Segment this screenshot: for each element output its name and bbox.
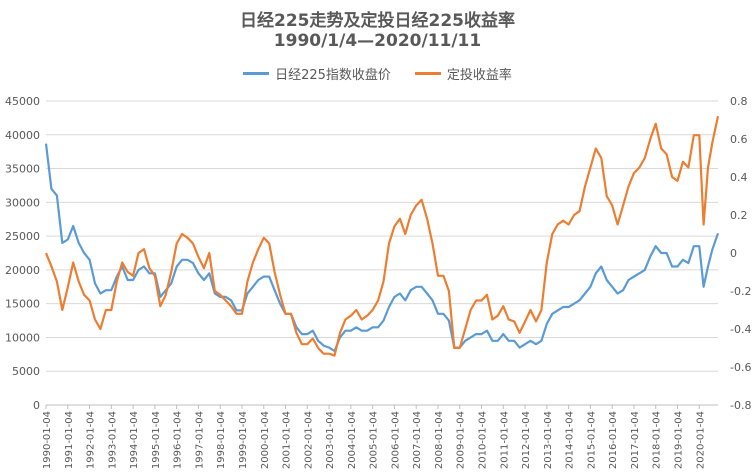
y-right-tick-label: -0.8	[730, 399, 751, 412]
legend: 日经225指数收盘价 定投收益率	[0, 64, 755, 83]
x-tick-label: 1990-01-04	[42, 411, 53, 469]
x-tick-label: 2005-01-04	[369, 411, 380, 469]
x-tick-label: 1999-01-04	[238, 411, 249, 469]
legend-label-nikkei: 日经225指数收盘价	[275, 68, 391, 83]
x-tick-label: 2013-01-04	[543, 411, 554, 469]
x-tick-label: 2016-01-04	[608, 411, 619, 469]
legend-item-nikkei: 日经225指数收盘价	[243, 64, 391, 83]
y-left-tick-label: 35000	[5, 163, 40, 176]
y-left-tick-label: 20000	[5, 264, 40, 277]
y-right-tick-label: -0.2	[730, 285, 751, 298]
x-tick-label: 2009-01-04	[456, 411, 467, 469]
x-tick-label: 2004-01-04	[347, 411, 358, 469]
x-tick-label: 2014-01-04	[565, 411, 576, 469]
x-tick-label: 1991-01-04	[64, 411, 75, 469]
y-right-tick-label: -0.4	[730, 323, 751, 336]
y-left-tick-label: 5000	[12, 365, 40, 378]
y-left-tick-label: 10000	[5, 331, 40, 344]
y-left-tick-label: 0	[33, 399, 40, 412]
chart-title: 日经225走势及定投日经225收益率	[240, 11, 515, 31]
y-left-tick-label: 15000	[5, 298, 40, 311]
legend-label-return: 定投收益率	[446, 68, 512, 83]
chart-subtitle: 1990/1/4—2020/11/11	[273, 31, 482, 51]
x-tick-label: 2019-01-04	[673, 411, 684, 469]
y-left-tick-label: 25000	[5, 230, 40, 243]
y-right-tick-label: 0.2	[730, 209, 748, 222]
x-tick-label: 2002-01-04	[303, 411, 314, 469]
legend-swatch-return	[414, 72, 441, 75]
x-tick-label: 2012-01-04	[521, 411, 532, 469]
y-right-tick-label: -0.6	[730, 361, 751, 374]
x-tick-label: 2011-01-04	[499, 411, 510, 469]
series-line-return	[44, 115, 720, 357]
y-right-tick-label: 0	[730, 247, 737, 260]
series-line-nikkei	[44, 143, 720, 353]
y-right-tick-label: 0.8	[730, 95, 748, 108]
legend-swatch-nikkei	[243, 72, 270, 75]
x-tick-label: 2007-01-04	[412, 411, 423, 469]
x-tick-label: 2003-01-04	[325, 411, 336, 469]
legend-item-return: 定投收益率	[414, 64, 512, 83]
x-tick-label: 1997-01-04	[194, 411, 205, 469]
x-tick-label: 2006-01-04	[390, 411, 401, 469]
x-tick-label: 1998-01-04	[216, 411, 227, 469]
x-tick-label: 1992-01-04	[86, 411, 97, 469]
x-tick-label: 2001-01-04	[282, 411, 293, 469]
x-tick-label: 2008-01-04	[434, 411, 445, 469]
x-tick-label: 2017-01-04	[630, 411, 641, 469]
y-right-tick-label: 0.4	[730, 171, 748, 184]
x-tick-label: 2010-01-04	[478, 411, 489, 469]
x-tick-label: 1996-01-04	[173, 411, 184, 469]
y-right-tick-label: 0.6	[730, 133, 748, 146]
x-tick-label: 1993-01-04	[107, 411, 118, 469]
y-left-tick-label: 30000	[5, 196, 40, 209]
x-tick-label: 1994-01-04	[129, 411, 140, 469]
x-tick-label: 2000-01-04	[260, 411, 271, 469]
x-tick-label: 1995-01-04	[151, 411, 162, 469]
y-left-tick-label: 45000	[5, 95, 40, 108]
x-tick-label: 2018-01-04	[652, 411, 663, 469]
x-tick-label: 2015-01-04	[586, 411, 597, 469]
y-left-tick-label: 40000	[5, 129, 40, 142]
x-tick-label: 2020-01-04	[695, 411, 706, 469]
